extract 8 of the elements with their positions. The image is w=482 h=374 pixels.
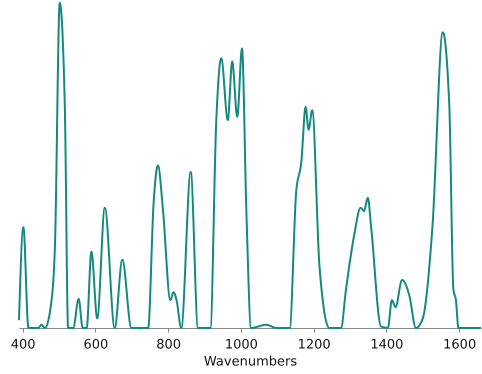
x-tick-label: 1000 [224, 338, 258, 352]
x-tick-label: 800 [156, 338, 182, 352]
x-tick-label: 1400 [370, 338, 404, 352]
x-tick-label: 400 [10, 338, 36, 352]
x-tick-label: 600 [83, 338, 108, 352]
x-axis-title: Wavenumbers [204, 354, 298, 370]
x-tick-label: 1600 [443, 338, 476, 352]
x-tick-label: 1200 [298, 338, 331, 352]
